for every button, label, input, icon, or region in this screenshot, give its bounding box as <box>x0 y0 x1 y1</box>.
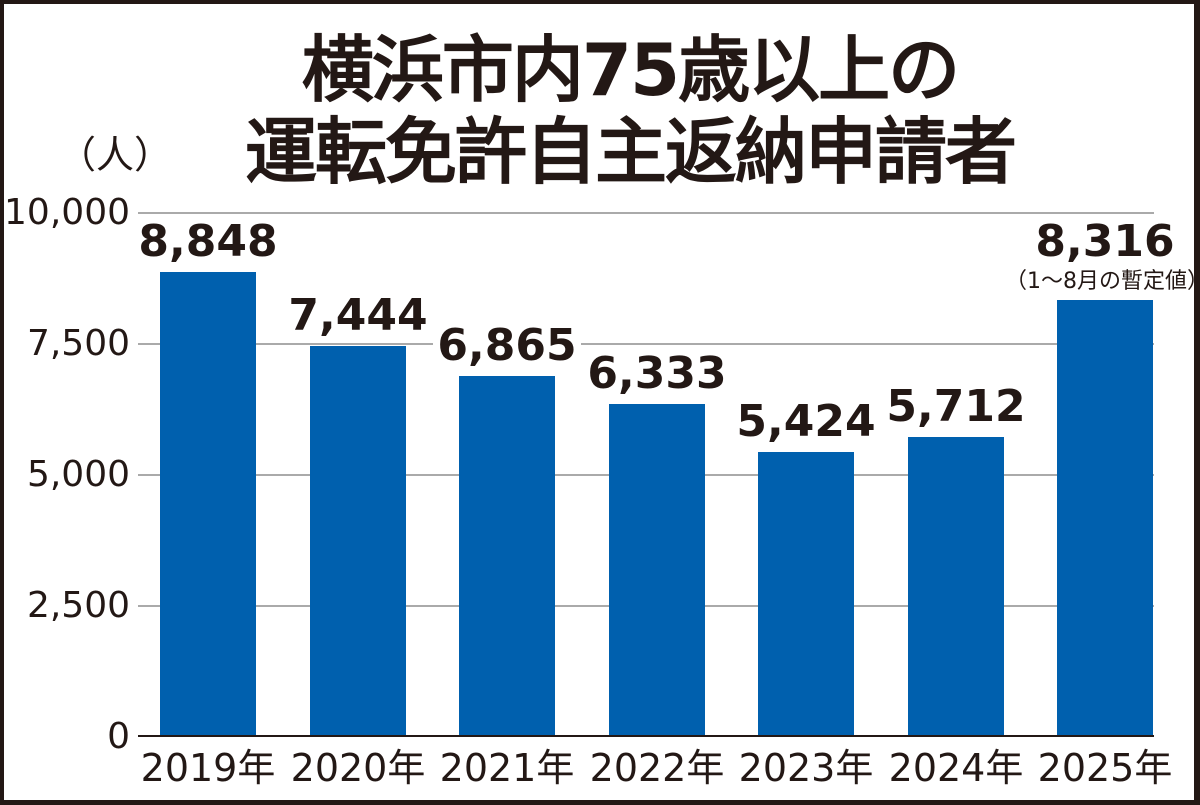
bar-2019 <box>160 272 256 736</box>
y-tick-2500: 2,500 <box>26 585 130 626</box>
y-tick-7500: 7,500 <box>26 323 130 364</box>
x-tick-label: 2024年 <box>888 746 1024 790</box>
bar-2022 <box>609 404 705 736</box>
x-tick-label: 2020年 <box>290 746 426 790</box>
gridline-10000 <box>138 212 1154 214</box>
value-label-text: 7,444 <box>284 290 432 341</box>
value-label: 8,848 <box>128 216 288 267</box>
y-tick-5000: 5,000 <box>26 454 130 495</box>
gridline-7500 <box>138 343 1154 345</box>
bar-2020 <box>310 346 406 736</box>
value-label-text: 5,424 <box>732 396 880 447</box>
y-tick-0: 0 <box>107 716 130 757</box>
value-label: 5,424 <box>726 396 886 447</box>
value-label: 5,712 <box>876 381 1036 432</box>
x-tick-label: 2025年 <box>1037 746 1173 790</box>
y-tick-10000: 10,000 <box>4 192 130 233</box>
value-label: 8,316 <box>1025 216 1185 267</box>
bar-2024 <box>908 437 1004 736</box>
value-label-text: 6,333 <box>583 348 731 399</box>
bar-2023 <box>758 452 854 736</box>
value-label: 6,333 <box>577 348 737 399</box>
chart-title-line1: 横浜市内75歳以上の <box>301 28 960 112</box>
x-axis-line <box>138 735 1154 737</box>
chart-title-line2: 運転免許自主返納申請者 <box>244 110 1017 194</box>
bar-2021 <box>459 376 555 736</box>
x-tick-label: 2022年 <box>589 746 725 790</box>
x-tick-label: 2021年 <box>439 746 575 790</box>
value-label-text: 5,712 <box>882 381 1030 432</box>
value-label-text: 8,848 <box>134 216 282 267</box>
bar-2025 <box>1057 300 1153 736</box>
value-label-text: 8,316 <box>1031 216 1179 267</box>
value-label: 7,444 <box>278 290 438 341</box>
value-label-text: 6,865 <box>433 320 581 371</box>
value-label: 6,865 <box>427 320 587 371</box>
provisional-note: （1～8月の暫定値） <box>1005 269 1200 294</box>
x-tick-label: 2019年 <box>140 746 276 790</box>
x-tick-label: 2023年 <box>738 746 874 790</box>
y-axis-unit-label: （人） <box>58 133 173 177</box>
